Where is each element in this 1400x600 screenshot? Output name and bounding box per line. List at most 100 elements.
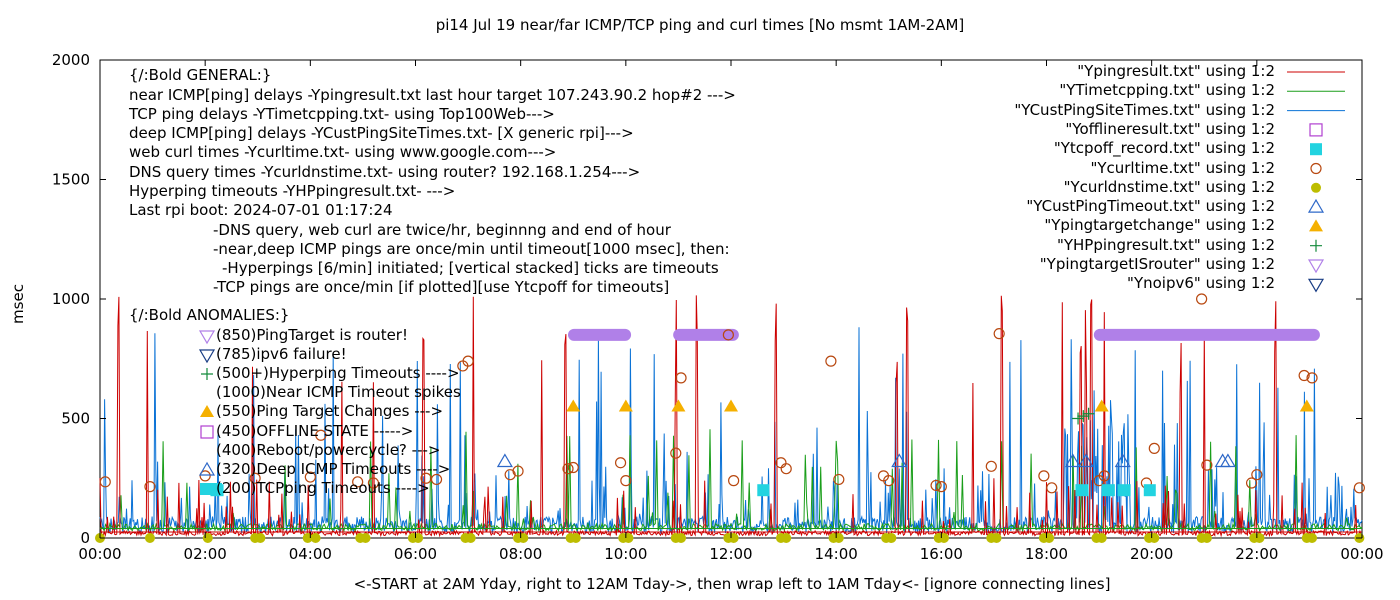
custping-timeout-point (1114, 453, 1131, 468)
annotation-line: {/:Bold ANOMALIES:} (129, 306, 290, 324)
custping-timeout-point (891, 453, 908, 468)
curl-point (1038, 470, 1050, 482)
dns-point (255, 533, 266, 543)
dns-point (728, 533, 739, 543)
curl-point (935, 481, 947, 493)
tcp-timeout-point (1117, 484, 1131, 497)
curl-point (1148, 442, 1160, 454)
custping-timeout-point (1219, 453, 1236, 468)
dns-point (938, 533, 949, 543)
curl-point (420, 472, 432, 484)
target-change-point (618, 399, 633, 412)
curl-point (1251, 469, 1263, 481)
curl-point (249, 472, 261, 484)
x-tick-label: 02:00 (184, 545, 227, 563)
legend-down-triangle-swatch (1307, 278, 1325, 293)
annotation-line: Last rpi boot: 2024-07-01 01:17:24 (129, 201, 393, 219)
annotation-line: TCP ping delays -YTimetcpping.txt- using… (129, 105, 555, 123)
legend-entry-label: "YHPpingresult.txt" using 1:2 (1056, 235, 1275, 254)
dns-point (1096, 533, 1107, 543)
annotation-line: (450)OFFLINE STATE -----> (216, 422, 414, 440)
annotation-line: web curl times -Ycurltime.txt- using www… (129, 143, 557, 161)
annotation-line: Hyperping timeouts -YHPpingresult.txt- -… (129, 182, 456, 200)
dns-point (676, 533, 687, 543)
legend-entry-label: "YCustPingSiteTimes.txt" using 1:2 (1014, 100, 1275, 119)
curl-point (462, 355, 474, 367)
annotation-line: DNS query times -Ycurldnstime.txt- using… (129, 163, 641, 181)
curl-point (993, 328, 1005, 340)
curl-point (675, 372, 687, 384)
tcp-timeout-point (1143, 484, 1156, 497)
legend-entry-label: "Ypingresult.txt" using 1:2 (1077, 62, 1275, 80)
legend-entry-label: "YTimetcpping.txt" using 1:2 (1059, 81, 1275, 100)
legend-square-swatch (1309, 123, 1323, 137)
curl-point (722, 329, 734, 341)
curl-point (833, 473, 845, 486)
legend-entry-label: "Ytcpoff_record.txt" using 1:2 (1053, 139, 1275, 158)
curl-point (670, 447, 682, 459)
anomaly-symbol (198, 349, 216, 364)
annotation-line: deep ICMP[ping] delays -YCustPingSiteTim… (129, 124, 634, 142)
dns-point (413, 533, 424, 543)
curl-point (367, 477, 380, 489)
x-tick-label: 14:00 (815, 545, 858, 563)
target-change-point (1299, 399, 1314, 412)
dns-point (623, 533, 634, 543)
y-tick-label: 0 (80, 529, 90, 547)
anomaly-symbol (198, 461, 216, 476)
annotation-line: (200)TCPping Timeouts ----> (216, 479, 430, 497)
legend-entry-label: "Yofflineresult.txt" using 1:2 (1065, 119, 1275, 138)
custping-timeout-point (496, 453, 513, 468)
legend-triangle-swatch (1309, 219, 1323, 232)
legend-entry-label: "Ycurldnstime.txt" using 1:2 (1063, 177, 1275, 196)
curl-point (315, 429, 327, 441)
dns-point (310, 533, 321, 543)
curl-point (1353, 482, 1365, 494)
curl-point (504, 469, 516, 481)
legend-entry-label: "YCustPingTimeout.txt" using 1:2 (1026, 197, 1275, 216)
curl-point (1046, 482, 1058, 494)
dns-point (465, 533, 476, 543)
y-tick-label: 1500 (52, 171, 90, 189)
dns-point (202, 533, 213, 543)
dns-point (833, 533, 844, 543)
anomaly-symbol (198, 330, 216, 345)
custping-timeout-point (1064, 453, 1081, 468)
tcp-timeout-point (757, 484, 770, 497)
annotation-line: (1000)Near ICMP Timeout spikes (216, 383, 461, 401)
curl-point (1298, 369, 1310, 382)
x-tick-label: 06:00 (394, 545, 437, 563)
annotation-line: -TCP pings are once/min [if plotted][use… (213, 278, 670, 296)
legend-plus-swatch (1310, 239, 1322, 252)
curl-point (352, 476, 364, 488)
legend-entry-label: "YpingtargetISrouter" using 1:2 (1039, 255, 1275, 273)
curl-point (1306, 372, 1318, 384)
curl-point (1098, 470, 1110, 482)
x-tick-label: 20:00 (1130, 545, 1173, 563)
legend-down-triangle-swatch (1307, 259, 1325, 274)
y-tick-label: 500 (61, 410, 90, 428)
target-change-point (1094, 399, 1109, 412)
annotation-line: -near,deep ICMP pings are once/min until… (213, 240, 730, 258)
x-tick-label: 12:00 (709, 545, 752, 563)
curl-point (567, 461, 579, 474)
x-tick-label: 16:00 (920, 545, 963, 563)
curl-point (728, 475, 740, 487)
target-change-point (724, 399, 738, 412)
y-tick-label: 2000 (52, 51, 90, 69)
legend-entry-label: "Ypingtargetchange" using 1:2 (1044, 216, 1275, 235)
curl-point (99, 476, 111, 488)
dns-point (1307, 533, 1318, 543)
x-tick-label: 00:00 (78, 545, 121, 563)
series-custping-line (99, 327, 1363, 535)
curl-point (620, 475, 632, 487)
legend-circle-swatch (1311, 182, 1321, 193)
curl-point (304, 471, 316, 483)
x-tick-label: 00:00 (1340, 545, 1383, 563)
x-tick-label: 18:00 (1025, 545, 1068, 563)
annotation-line: (785)ipv6 failure! (216, 345, 347, 363)
target-change-point (671, 399, 686, 412)
legend-square-swatch (1310, 143, 1322, 156)
annotation-line: near ICMP[ping] delays -Ypingresult.txt … (129, 86, 736, 104)
custping-timeout-point (1077, 453, 1094, 468)
